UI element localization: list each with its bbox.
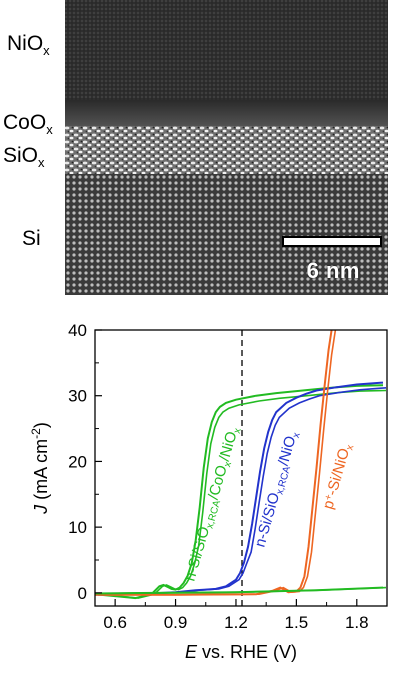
tem-label-coo-text: CoO <box>3 111 47 134</box>
tem-label-si-text: Si <box>22 227 41 250</box>
tem-label-coo: CoOx <box>3 112 53 136</box>
x-axis-title: E vs. RHE (V) <box>185 642 297 662</box>
y-tick-label: 30 <box>68 387 87 406</box>
series-scan-2 <box>98 330 337 596</box>
series-scan-1 <box>97 387 387 596</box>
tem-label-sio-text: SiO <box>3 144 39 167</box>
tem-label-nio: NiOx <box>7 33 50 57</box>
tem-image: 6 nm <box>65 0 388 295</box>
axes-group: 0.6 0.9 1.2 1.5 1.8 0 10 20 30 40 E vs. RHE (V) J (… <box>29 321 388 662</box>
tem-nio-region <box>65 0 388 100</box>
tem-coo-region <box>65 100 388 128</box>
tem-label-coo-sub: x <box>46 122 53 138</box>
jv-chart: 0.6 0.9 1.2 1.5 1.8 0 10 20 30 40 E vs. RHE (V) J (… <box>29 321 388 662</box>
scale-bar-label: 6 nm <box>306 258 360 283</box>
tem-label-sio: SiOx <box>3 145 45 169</box>
y-tick-label: 40 <box>68 321 87 340</box>
tem-image-graphic <box>65 0 388 295</box>
series-group <box>95 330 387 600</box>
x-tick-label: 1.2 <box>224 613 248 632</box>
series-scan-3 <box>97 586 387 595</box>
plot-frame <box>94 329 388 607</box>
x-tick-label: 0.9 <box>164 613 188 632</box>
tem-label-si: Si <box>22 228 41 249</box>
y-tick-label: 0 <box>78 584 87 603</box>
series-annotation-1: n-Si/SiOx,RCA/NiOx <box>252 429 303 549</box>
series-line-2 <box>95 330 333 596</box>
series-scan-0 <box>97 389 387 599</box>
x-tick-label: 1.8 <box>345 613 369 632</box>
series-annotation-2: p+-Si/NiOx <box>320 442 357 512</box>
x-tick-label: 1.5 <box>285 613 309 632</box>
tem-label-nio-text: NiO <box>7 32 44 55</box>
tem-label-nio-sub: x <box>43 43 50 59</box>
y-tick-label: 20 <box>68 452 87 471</box>
x-tick-label: 0.6 <box>103 613 127 632</box>
y-axis-title: J (mA cm-2) <box>29 422 51 515</box>
series-annotation-0: n-Si/SiOx,RCA/CoOx/NiOx <box>182 425 244 584</box>
tem-label-sio-sub: x <box>38 155 45 171</box>
scale-bar <box>284 238 380 245</box>
series-line-0 <box>95 384 384 600</box>
tem-siox-region <box>65 126 388 174</box>
y-tick-label: 10 <box>68 518 87 537</box>
tem-si-region <box>65 174 388 295</box>
